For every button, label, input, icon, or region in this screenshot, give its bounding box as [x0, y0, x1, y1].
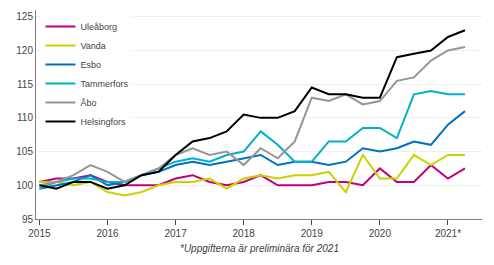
svg-text:95: 95: [22, 214, 34, 225]
svg-text:2018: 2018: [233, 228, 256, 239]
svg-text:120: 120: [16, 45, 33, 56]
svg-text:2015: 2015: [28, 228, 51, 239]
svg-text:105: 105: [16, 146, 33, 157]
svg-text:Helsingfors: Helsingfors: [80, 117, 126, 127]
svg-text:Åbo: Åbo: [80, 98, 96, 108]
svg-text:2017: 2017: [164, 228, 187, 239]
svg-text:2019: 2019: [301, 228, 324, 239]
svg-text:125: 125: [16, 11, 33, 22]
svg-text:Vanda: Vanda: [80, 41, 105, 51]
svg-text:2016: 2016: [96, 228, 119, 239]
svg-text:2021*: 2021*: [435, 228, 461, 239]
svg-text:Uleåborg: Uleåborg: [80, 22, 117, 32]
svg-text:100: 100: [16, 180, 33, 191]
svg-text:Esbo: Esbo: [80, 60, 101, 70]
svg-text:*Uppgifterna är preliminära fö: *Uppgifterna är preliminära för 2021: [180, 243, 339, 254]
svg-text:115: 115: [17, 79, 33, 90]
svg-text:2020: 2020: [369, 228, 392, 239]
svg-text:Tammerfors: Tammerfors: [80, 79, 128, 89]
svg-text:110: 110: [17, 112, 33, 123]
